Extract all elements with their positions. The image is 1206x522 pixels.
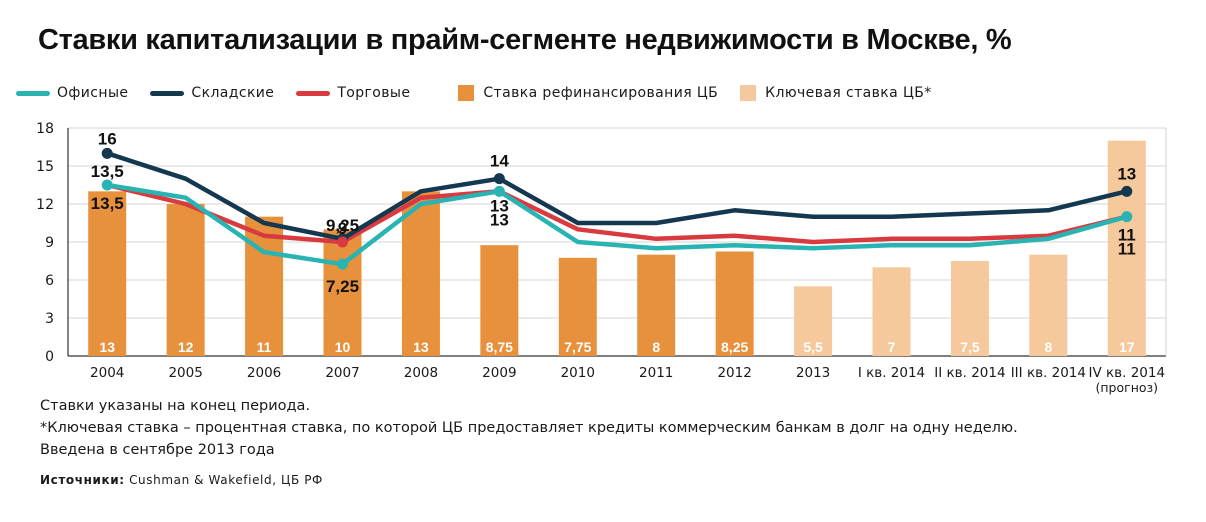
legend-label-key: Ключевая ставка ЦБ* — [765, 85, 932, 101]
x-tick-label-iii-кв-2014: III кв. 2014 — [1011, 365, 1086, 381]
marker-office-2009 — [493, 185, 505, 197]
bar-label-2012: 8,25 — [721, 339, 748, 355]
bar-key-i-кв-2014 — [872, 267, 911, 356]
legend-label-retail: Торговые — [337, 85, 411, 101]
bar-key-iv-кв-2014-прогноз — [1107, 140, 1146, 356]
bar-refi-2012 — [715, 251, 754, 356]
bar-label-2009: 8,75 — [486, 339, 513, 355]
bar-refi-2005 — [166, 204, 205, 356]
bar-label-2004: 13 — [99, 339, 115, 355]
legend-label-warehouse: Складские — [191, 85, 275, 101]
value-label-2004-1: 13,5 — [91, 162, 124, 181]
x-tick-label-2004: 2004 — [90, 365, 124, 381]
legend-swatch-refi — [458, 85, 475, 101]
legend-item-warehouse: Складские — [150, 85, 274, 101]
marker-warehouse-2009 — [493, 173, 505, 185]
y-tick-label-15: 15 — [36, 159, 54, 175]
series-line-office — [104, 182, 1130, 267]
source-line: Источники: Cushman & Wakefield, ЦБ РФ — [40, 473, 323, 487]
legend-item-office: Офисные — [16, 85, 128, 101]
marker-office-iv-кв-2014-прогноз — [1121, 211, 1133, 223]
x-tick-label-2012: 2012 — [717, 365, 751, 381]
bar-label-2008: 13 — [413, 339, 429, 355]
x-tick-label-2009: 2009 — [482, 365, 516, 381]
value-label-2007-5: 7,25 — [326, 277, 359, 296]
x-tick-label-iv-кв-2014-прогноз: IV кв. 2014 — [1089, 365, 1166, 381]
series-line-retail — [104, 182, 1130, 245]
x-tick-label-2010: 2010 — [561, 365, 595, 381]
marker-warehouse-iv-кв-2014-прогноз — [1121, 185, 1133, 197]
bar-label-iii-кв-2014: 8 — [1044, 339, 1052, 355]
value-label-iv-кв-2014-прогноз-9: 13 — [1117, 164, 1136, 183]
bar-key-2013 — [794, 286, 833, 356]
bar-key-ii-кв-2014 — [950, 261, 989, 356]
legend-item-retail: Торговые — [296, 85, 410, 101]
value-label-2009-7: 13 — [490, 196, 509, 215]
bar-label-2007: 10 — [335, 339, 351, 355]
series-line-warehouse — [104, 151, 1130, 242]
bar-key-iii-кв-2014 — [1029, 254, 1068, 356]
value-label-2004-2: 13,5 — [91, 194, 124, 213]
value-label-iv-кв-2014-прогноз-11: 11 — [1118, 240, 1136, 259]
bar-refi-2009 — [480, 245, 519, 356]
legend-label-refi: Ставка рефинансирования ЦБ — [483, 85, 719, 101]
bar-refi-2004 — [88, 191, 127, 356]
bar-refi-2008 — [401, 191, 440, 356]
x-tick-label-2008: 2008 — [404, 365, 438, 381]
value-label-2007-3: 9,25 — [326, 216, 359, 235]
bar-label-2011: 8 — [652, 339, 660, 355]
y-tick-label-9: 9 — [45, 235, 54, 251]
x-tick-label-i-кв-2014: I кв. 2014 — [858, 365, 925, 381]
legend-item-refi: Ставка рефинансирования ЦБ — [458, 85, 718, 101]
y-tick-label-6: 6 — [45, 273, 54, 289]
chart-title: Ставки капитализации в прайм-сегменте не… — [38, 24, 1012, 56]
bar-refi-2011 — [637, 254, 676, 356]
bar-refi-2006 — [245, 216, 284, 356]
y-tick-label-18: 18 — [36, 121, 54, 137]
value-label-2009-6: 14 — [490, 152, 509, 171]
footnote-period: Ставки указаны на конец периода. — [40, 398, 311, 414]
x-tick-label-2007: 2007 — [325, 365, 359, 381]
bar-label-i-кв-2014: 7 — [888, 339, 896, 355]
bar-label-2005: 12 — [178, 339, 194, 355]
marker-office-2004 — [101, 179, 113, 191]
bar-label-2006: 11 — [257, 339, 272, 355]
value-label-2007-4: 9 — [338, 219, 347, 238]
bar-label-ii-кв-2014: 7,5 — [960, 339, 980, 355]
footnote-introduced: Введена в сентябре 2013 года — [40, 442, 275, 458]
value-label-2004-0: 16 — [98, 129, 117, 148]
marker-warehouse-2004 — [101, 147, 113, 159]
value-label-iv-кв-2014-прогноз-10: 11 — [1118, 226, 1136, 245]
x-tick-label-ii-кв-2014: II кв. 2014 — [934, 365, 1005, 381]
marker-retail-2007 — [337, 236, 348, 248]
bar-label-2010: 7,75 — [564, 339, 591, 355]
bar-label-iv-кв-2014-прогноз: 17 — [1119, 339, 1135, 355]
legend-swatch-warehouse — [150, 90, 185, 96]
bar-refi-2007 — [323, 229, 362, 356]
y-tick-label-3: 3 — [45, 311, 54, 327]
source-text: Cushman & Wakefield, ЦБ РФ — [129, 473, 323, 487]
x-tick-label-2011: 2011 — [639, 365, 673, 381]
marker-office-2007 — [337, 258, 348, 270]
legend-swatch-retail — [296, 90, 331, 96]
source-label: Источники: — [40, 473, 125, 487]
y-tick-label-12: 12 — [36, 197, 54, 213]
footnotes: Ставки указаны на конец периода. *Ключев… — [40, 395, 1018, 461]
x-tick-label-iv-кв-2014-прогноз-sub: (прогноз) — [1096, 380, 1159, 395]
y-tick-label-0: 0 — [45, 349, 54, 365]
value-label-2009-8: 13 — [490, 210, 509, 229]
footnote-key-rate: *Ключевая ставка – процентная ставка, по… — [40, 420, 1018, 436]
bar-refi-2010 — [558, 257, 597, 356]
legend: Офисные Складские Торговые Ставка рефина… — [16, 82, 954, 104]
x-tick-label-2005: 2005 — [168, 365, 202, 381]
legend-item-key: Ключевая ставка ЦБ* — [740, 85, 932, 101]
chart-plot: 0 3 6 9 12 15 18 13 12 11 10 13 8,75 7,75 8 8,25 5,5 7 7,5… — [36, 121, 1167, 395]
bar-label-2013: 5,5 — [803, 339, 823, 355]
legend-label-office: Офисные — [57, 85, 129, 101]
x-tick-label-2013: 2013 — [796, 365, 830, 381]
x-tick-label-2006: 2006 — [247, 365, 281, 381]
legend-swatch-office — [16, 90, 50, 96]
legend-swatch-key — [740, 85, 757, 101]
